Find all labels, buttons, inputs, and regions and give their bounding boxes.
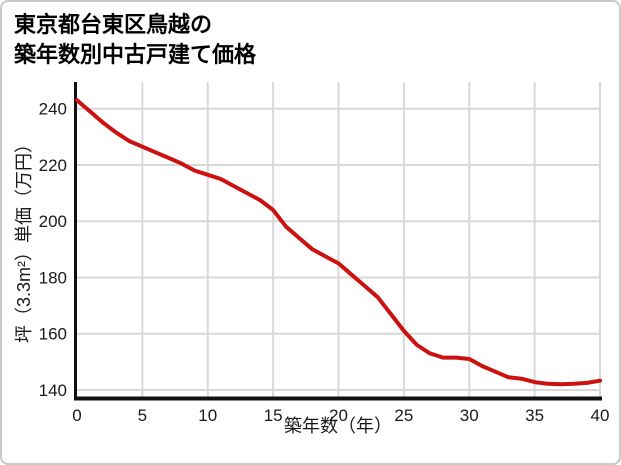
x-axis-title: 築年数（年） — [284, 416, 392, 436]
x-tick-label-10: 10 — [198, 406, 217, 425]
x-tick-label-40: 40 — [591, 406, 610, 425]
y-tick-label-220: 220 — [39, 156, 67, 175]
chart-title-line-1: 東京都台東区鳥越の — [14, 12, 213, 37]
y-axis-title: 坪（3.3m²）単価（万円） — [14, 135, 34, 343]
y-tick-label-200: 200 — [39, 212, 67, 231]
gridlines — [77, 82, 601, 397]
x-tick-label-20: 20 — [329, 406, 348, 425]
y-tick-label-240: 240 — [39, 100, 67, 119]
y-tick-label-180: 180 — [39, 268, 67, 287]
axes — [74, 82, 602, 401]
x-tick-label-30: 30 — [460, 406, 479, 425]
price-line — [75, 98, 602, 387]
x-tick-labels: 0 5 10 15 20 25 30 35 40 — [72, 406, 609, 425]
x-tick-label-5: 5 — [138, 406, 147, 425]
x-tick-label-0: 0 — [72, 406, 81, 425]
chart-title: 東京都台東区鳥越の 築年数別中古戸建て価格 — [14, 10, 256, 70]
y-tick-labels: 140 160 180 200 220 240 — [39, 100, 67, 400]
y-tick-label-160: 160 — [39, 325, 67, 344]
x-tick-label-25: 25 — [394, 406, 413, 425]
x-tick-label-15: 15 — [264, 406, 283, 425]
x-tick-label-35: 35 — [525, 406, 544, 425]
y-tick-label-140: 140 — [39, 381, 67, 400]
chart-title-line-2: 築年数別中古戸建て価格 — [14, 42, 257, 67]
